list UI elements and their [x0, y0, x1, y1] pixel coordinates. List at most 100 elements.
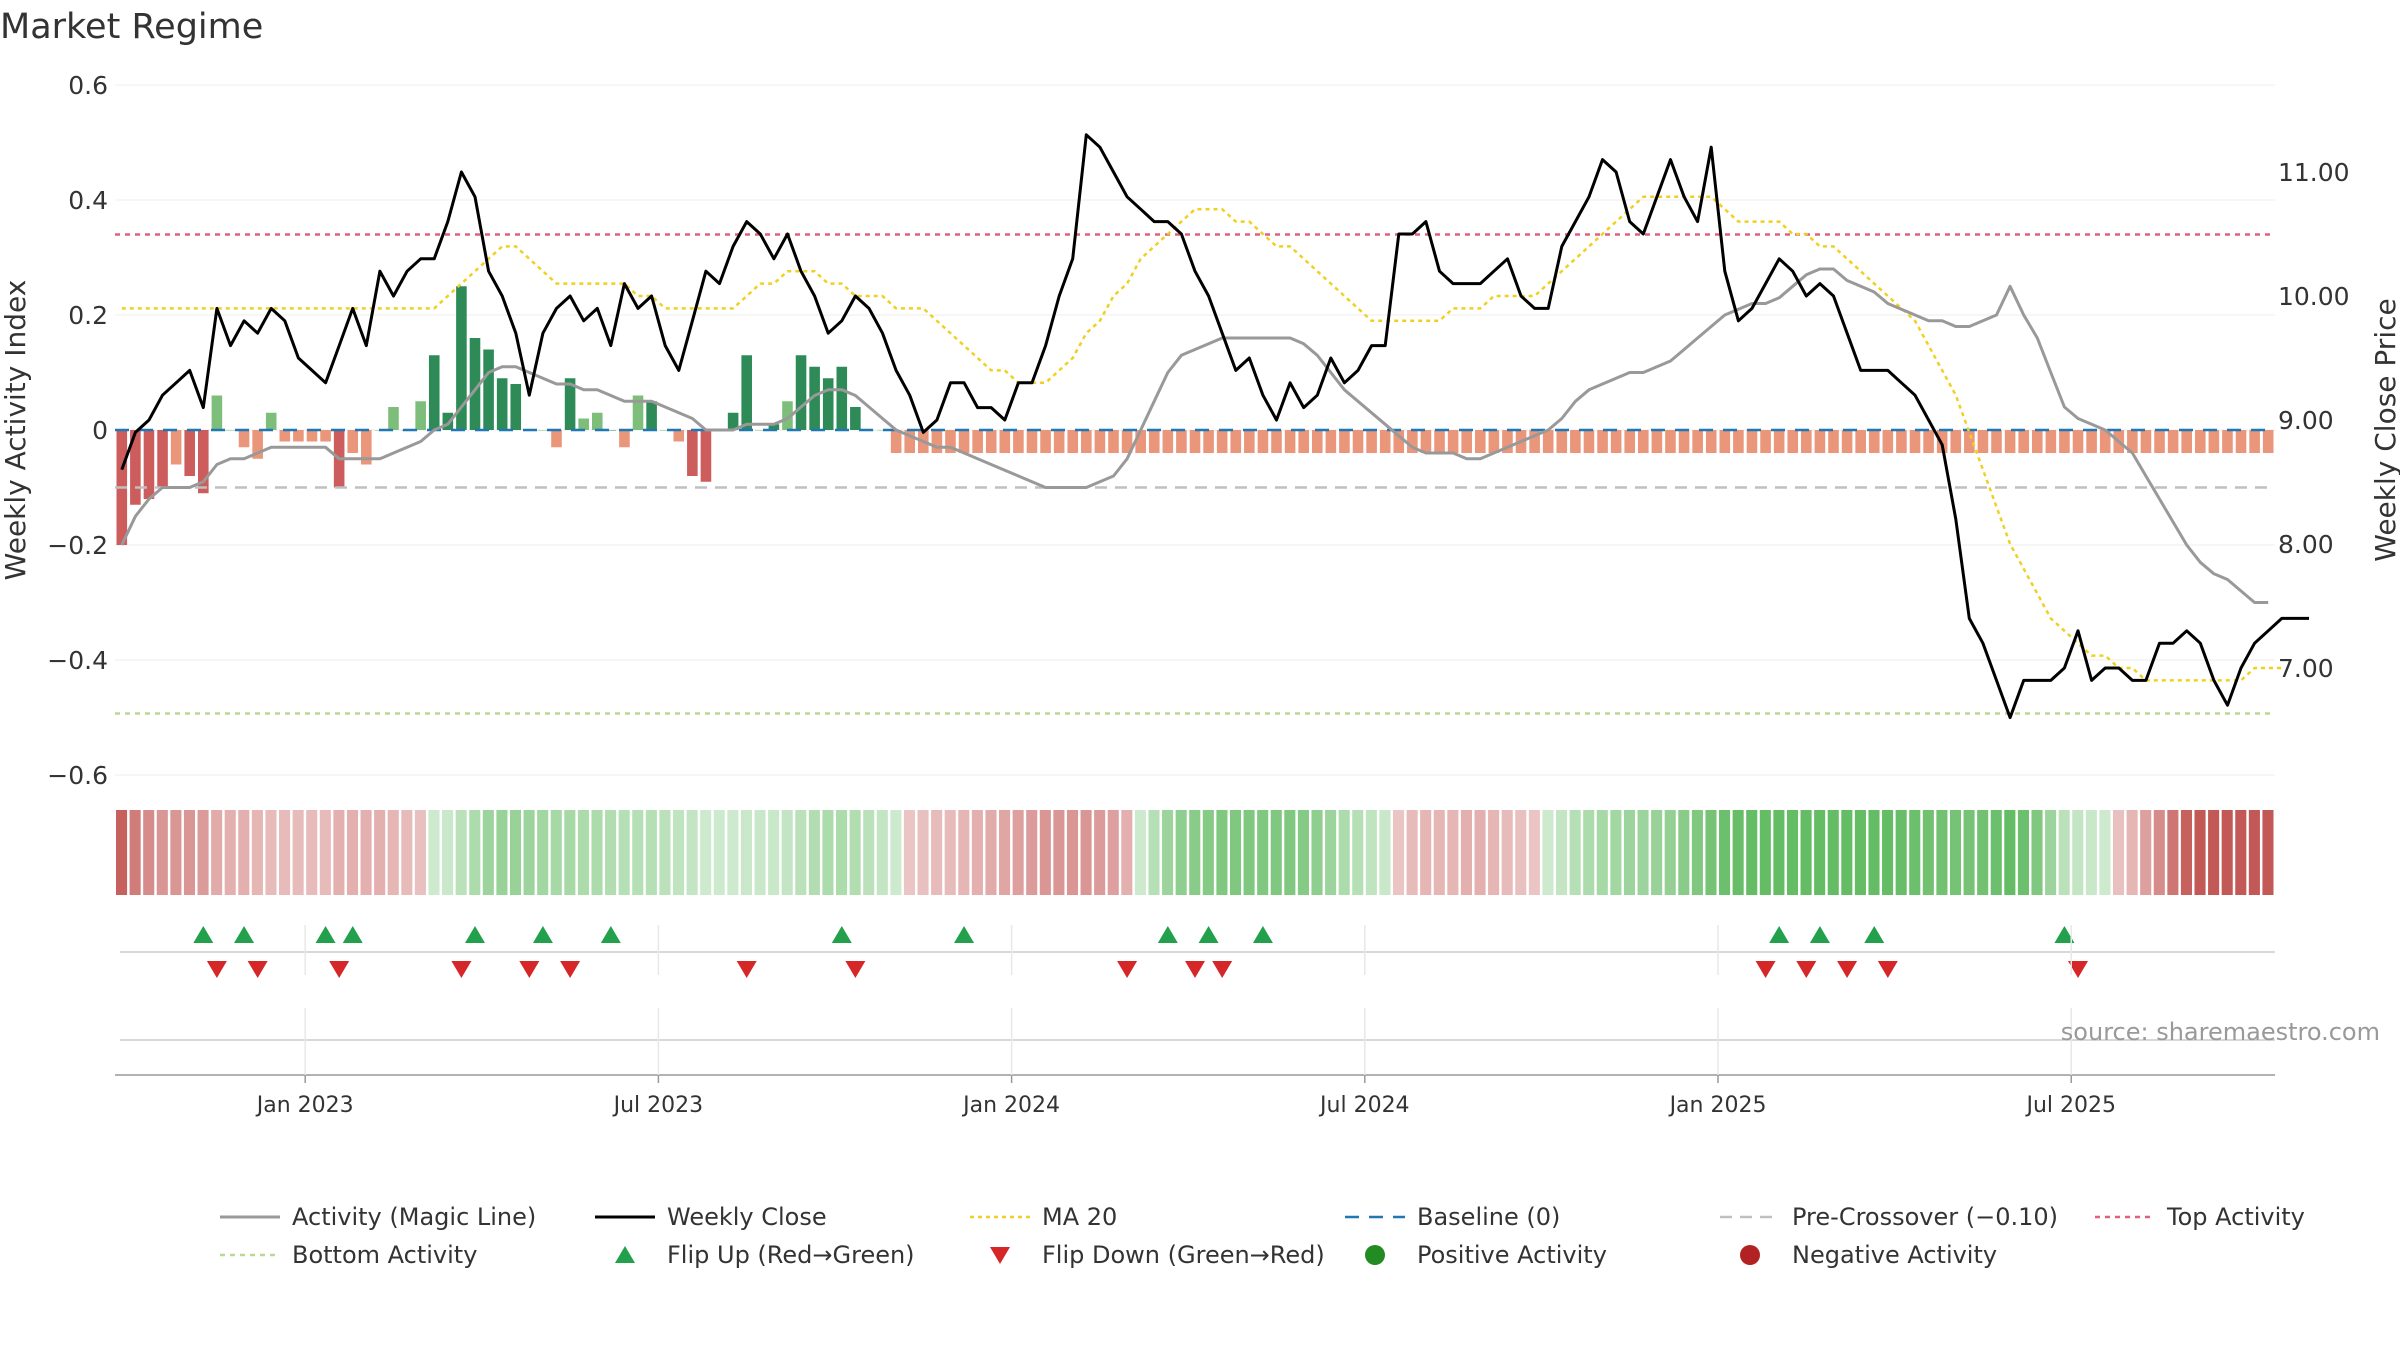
legend-item-baseline: Baseline (0): [1345, 1203, 1560, 1231]
source-text: source: sharemaestro.com: [2061, 1018, 2380, 1046]
activity-bar: [1420, 430, 1432, 453]
activity-bar: [1271, 430, 1282, 453]
regime-cell: [1732, 810, 1744, 895]
regime-cell: [577, 810, 589, 895]
activity-bar: [945, 430, 956, 453]
regime-cell: [550, 810, 562, 895]
regime-cell: [509, 810, 522, 895]
regime-cell: [1392, 810, 1405, 895]
activity-bar: [130, 430, 141, 505]
legend-swatch: [1365, 1245, 1385, 1265]
regime-cell: [1936, 810, 1948, 895]
activity-bar: [904, 430, 916, 453]
activity-bar: [279, 430, 291, 442]
activity-bar: [1230, 430, 1242, 453]
activity-bar: [2140, 430, 2152, 453]
activity-bar: [768, 424, 780, 430]
regime-cell: [1868, 810, 1880, 895]
activity-bar: [347, 430, 359, 453]
activity-bar: [1026, 430, 1038, 453]
activity-bar: [1352, 430, 1364, 453]
activity-bar: [1339, 430, 1350, 453]
activity-bar: [1013, 430, 1024, 453]
legend-swatch: [990, 1247, 1010, 1264]
legend-label: Bottom Activity: [292, 1241, 477, 1269]
activity-bar: [456, 286, 467, 430]
activity-bar: [972, 430, 983, 453]
activity-bar: [306, 430, 318, 442]
flip-down-marker: [519, 961, 540, 978]
activity-bar: [1855, 430, 1866, 453]
regime-cell: [740, 810, 752, 895]
activity-bar: [591, 412, 603, 430]
legend-label: Activity (Magic Line): [292, 1203, 536, 1231]
regime-cell: [605, 810, 617, 895]
regime-cell: [1284, 810, 1296, 895]
activity-bar: [1977, 430, 1989, 453]
activity-bar: [496, 378, 508, 430]
regime-cell: [1026, 810, 1038, 895]
activity-bar: [2018, 430, 2029, 453]
activity-bar: [890, 430, 902, 453]
regime-cell: [224, 810, 236, 895]
regime-cell: [1814, 810, 1826, 895]
regime-cell: [2004, 810, 2016, 895]
regime-cell: [1746, 810, 1758, 895]
activity-bar: [1108, 430, 1119, 453]
activity-bar: [510, 384, 522, 430]
regime-cell: [197, 810, 209, 895]
activity-bar: [1447, 430, 1459, 453]
regime-cell: [2194, 810, 2206, 895]
regime-cell: [1963, 810, 1975, 895]
regime-cell: [306, 810, 318, 895]
regime-cell: [1447, 810, 1459, 895]
legend-label: Flip Down (Green→Red): [1042, 1241, 1325, 1269]
flip-up-marker: [831, 926, 852, 943]
regime-cell: [781, 810, 793, 895]
legend-label: MA 20: [1042, 1203, 1117, 1231]
flip-up-marker: [600, 926, 621, 943]
activity-bar: [2059, 430, 2070, 453]
regime-cell: [795, 810, 807, 895]
activity-bar: [1284, 430, 1296, 453]
legend-label: Negative Activity: [1792, 1241, 1997, 1269]
flip-up-marker: [1198, 926, 1219, 943]
activity-bar: [2086, 430, 2097, 453]
activity-bar: [170, 430, 182, 465]
activity-bar: [2004, 430, 2016, 453]
legend-item-neg: Negative Activity: [1740, 1241, 1997, 1269]
regime-cell: [1379, 810, 1391, 895]
activity-bar: [1991, 430, 2002, 453]
regime-cell: [1583, 810, 1595, 895]
regime-cell: [632, 810, 644, 895]
regime-cell: [1990, 810, 2002, 895]
activity-bar: [1570, 430, 1581, 453]
regime-cell: [2058, 810, 2070, 895]
legend-item-close: Weekly Close: [595, 1203, 827, 1231]
regime-cell: [129, 810, 141, 895]
activity-bar: [1773, 430, 1785, 453]
flip-down-marker: [451, 961, 472, 978]
regime-cell: [1148, 810, 1160, 895]
flip-down-marker: [560, 961, 581, 978]
flip-up-marker: [1809, 926, 1830, 943]
flip-down-marker: [1212, 961, 1233, 978]
x-tick-label: Jul 2023: [612, 1093, 704, 1118]
activity-bar: [157, 430, 168, 488]
activity-bar: [1244, 430, 1255, 453]
regime-cell: [1257, 810, 1269, 895]
y-left-tick-label: 0.6: [68, 71, 108, 100]
activity-bar: [198, 430, 209, 494]
activity-bar: [361, 430, 372, 465]
regime-cell: [1610, 810, 1622, 895]
regime-cell: [116, 810, 128, 895]
y-right-tick-label: 10.00: [2278, 282, 2350, 311]
legend-swatch: [1740, 1245, 1760, 1265]
regime-cell: [1365, 810, 1377, 895]
regime-cell: [1678, 810, 1690, 895]
regime-cell: [143, 810, 155, 895]
activity-bar: [727, 412, 739, 430]
regime-cell: [971, 810, 983, 895]
regime-cell: [944, 810, 956, 895]
